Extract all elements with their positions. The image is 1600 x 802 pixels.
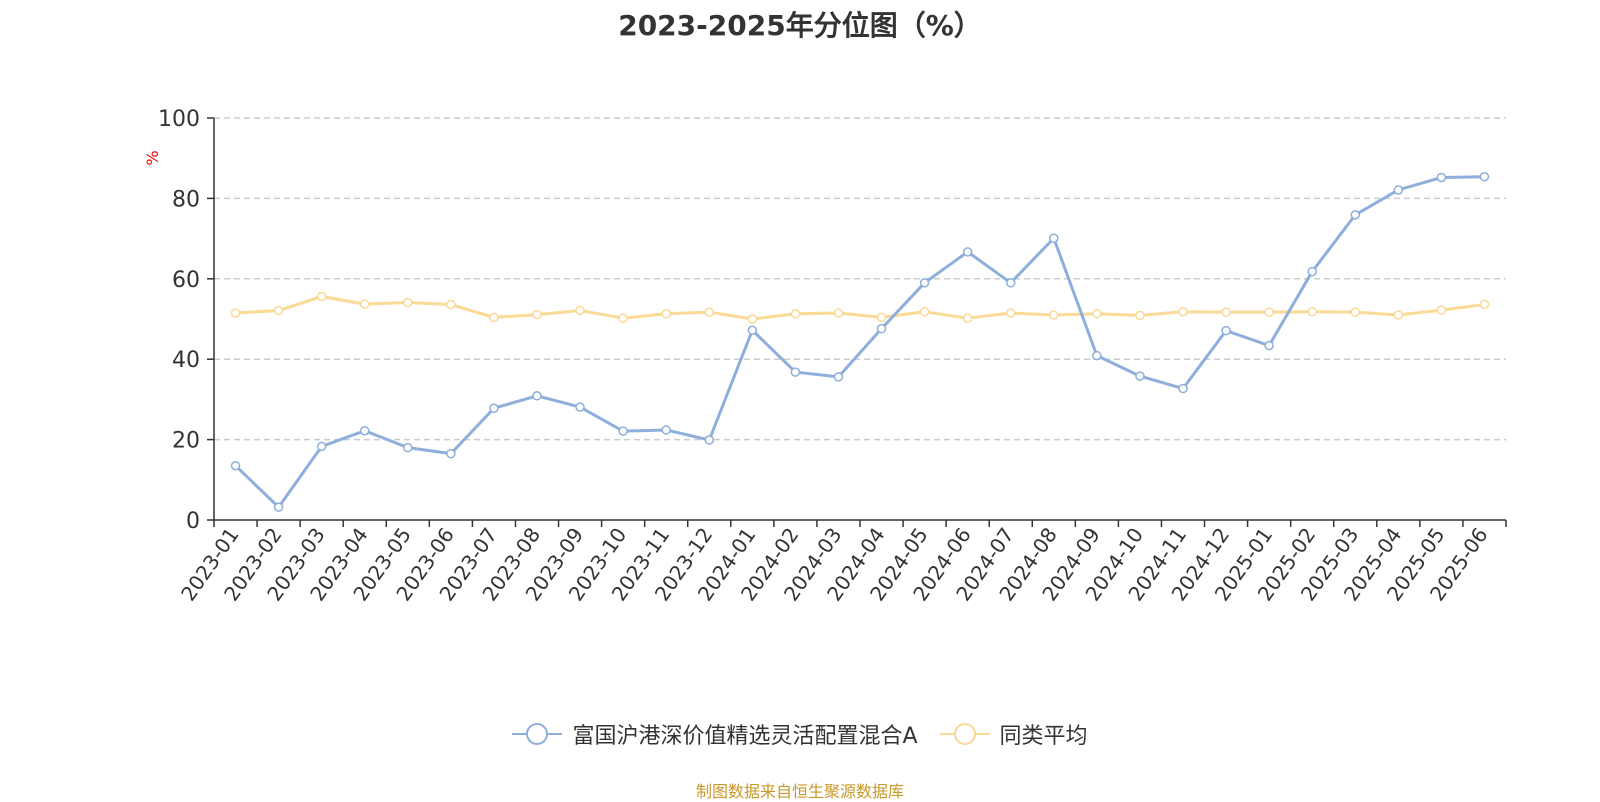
data-point-fund — [1307, 266, 1317, 277]
chart-title: 2023-2025年分位图（%） — [618, 9, 982, 42]
data-point-peer-average — [1005, 308, 1016, 318]
data-point-fund — [1221, 325, 1231, 336]
data-point-fund — [1049, 233, 1059, 243]
data-point-peer-average — [403, 297, 413, 308]
data-point-peer-average — [1436, 305, 1447, 315]
data-point-fund — [618, 426, 628, 436]
data-point-fund — [1479, 171, 1490, 182]
data-point-fund — [403, 442, 413, 453]
data-point-fund — [1350, 210, 1361, 220]
data-point-fund — [446, 448, 456, 459]
data-point-peer-average — [1178, 307, 1188, 317]
data-point-fund — [1005, 278, 1016, 288]
y-tick-label: 20 — [172, 429, 200, 454]
data-point-fund — [962, 247, 973, 257]
data-point-peer-average — [1092, 309, 1102, 319]
source-note: 制图数据来自恒生聚源数据库 — [695, 782, 904, 801]
data-point-fund — [833, 372, 844, 382]
legend-label-fund: 富国沪港深价值精选灵活配置混合A — [572, 724, 918, 749]
y-tick-label: 0 — [186, 509, 200, 534]
data-point-peer-average — [704, 307, 715, 317]
data-point-fund — [575, 402, 585, 412]
data-point-fund — [489, 403, 499, 413]
data-point-peer-average — [618, 313, 628, 323]
y-tick-label: 80 — [172, 187, 200, 212]
data-point-fund — [532, 391, 542, 401]
y-tick-label: 40 — [172, 348, 200, 373]
data-point-peer-average — [661, 309, 671, 319]
y-axis-label: % — [143, 150, 162, 165]
data-point-peer-average — [1135, 310, 1145, 321]
data-point-fund — [661, 425, 671, 435]
data-point-fund — [747, 325, 758, 336]
data-point-fund — [1178, 383, 1188, 394]
data-point-peer-average — [1221, 307, 1231, 317]
series-line-peer-average — [235, 294, 1485, 321]
data-point-peer-average — [1264, 307, 1274, 317]
data-point-fund — [1092, 350, 1102, 361]
data-point-peer-average — [316, 291, 327, 302]
legend-line-circle-icon — [512, 723, 563, 745]
data-point-fund — [919, 278, 930, 288]
legend-item-fund[interactable]: 富国沪港深价值精选灵活配置混合A — [512, 718, 918, 750]
data-point-fund — [230, 460, 241, 471]
data-point-fund — [1436, 172, 1447, 183]
data-point-peer-average — [1479, 299, 1490, 310]
data-point-peer-average — [1393, 310, 1404, 320]
data-point-peer-average — [962, 313, 973, 323]
series-line-fund — [234, 175, 1485, 509]
data-point-peer-average — [446, 299, 456, 310]
legend-line-circle-icon — [939, 723, 990, 745]
y-tick-label: 100 — [158, 107, 200, 132]
data-point-peer-average — [747, 314, 758, 324]
data-point-peer-average — [790, 309, 801, 319]
data-point-peer-average — [1049, 310, 1059, 320]
data-point-fund — [876, 323, 887, 334]
legend: 富国沪港深价值精选灵活配置混合A 同类平均 — [0, 718, 1600, 750]
data-point-peer-average — [230, 308, 241, 318]
data-point-peer-average — [1307, 307, 1317, 317]
data-point-peer-average — [273, 305, 284, 316]
y-tick-label: 60 — [172, 268, 200, 293]
data-point-fund — [1264, 340, 1274, 351]
data-point-fund — [704, 435, 715, 445]
data-point-fund — [1393, 185, 1404, 195]
legend-item-peer-average[interactable]: 同类平均 — [939, 718, 1088, 750]
data-point-peer-average — [575, 305, 585, 316]
data-point-peer-average — [1350, 307, 1361, 317]
data-point-peer-average — [532, 309, 542, 320]
data-point-peer-average — [919, 307, 930, 317]
data-point-fund — [359, 426, 370, 436]
data-point-peer-average — [876, 312, 887, 323]
data-point-fund — [316, 441, 327, 452]
data-point-fund — [273, 502, 284, 512]
legend-label-peer-average: 同类平均 — [999, 724, 1088, 749]
data-point-fund — [1135, 371, 1145, 381]
data-point-peer-average — [833, 308, 844, 318]
data-point-peer-average — [359, 299, 370, 309]
data-point-fund — [790, 367, 801, 377]
data-point-peer-average — [489, 312, 499, 323]
